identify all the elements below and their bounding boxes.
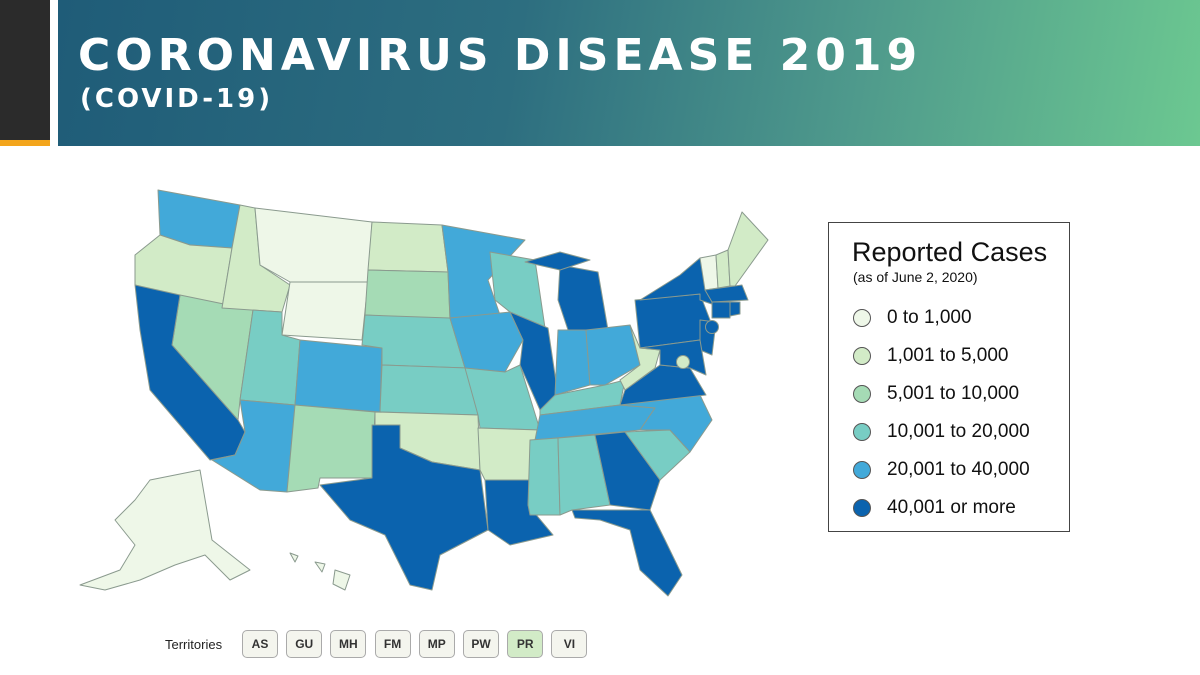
legend-swatch <box>853 309 871 327</box>
legend-swatch <box>853 423 871 441</box>
legend-label: 1,001 to 5,000 <box>887 345 1009 366</box>
state <box>449 311 524 373</box>
legend-swatch <box>853 499 871 517</box>
state <box>711 301 731 319</box>
legend-item: 40,001 or more <box>853 496 1016 520</box>
state <box>289 552 299 563</box>
state <box>294 339 383 413</box>
legend-item: 10,001 to 20,000 <box>853 420 1030 444</box>
state <box>727 211 769 287</box>
state <box>571 509 683 597</box>
header-band <box>58 0 1200 146</box>
legend-label: 20,001 to 40,000 <box>887 459 1030 480</box>
territory-button[interactable]: GU <box>286 630 323 658</box>
legend-swatch <box>853 461 871 479</box>
state <box>585 324 641 386</box>
state <box>527 437 561 516</box>
header-block <box>0 0 50 140</box>
legend-label: 10,001 to 20,000 <box>887 421 1030 442</box>
state <box>281 281 369 341</box>
legend-subtitle: (as of June 2, 2020) <box>853 269 978 285</box>
legend-label: 0 to 1,000 <box>887 307 972 328</box>
legend-item: 20,001 to 40,000 <box>853 458 1030 482</box>
territory-button[interactable]: MP <box>418 630 455 658</box>
state <box>314 561 326 573</box>
state <box>254 207 373 283</box>
state <box>367 221 449 273</box>
city-marker <box>676 355 690 369</box>
state <box>319 424 489 591</box>
header-accent <box>0 140 50 146</box>
state <box>364 269 451 321</box>
legend-item: 5,001 to 10,000 <box>853 382 1019 406</box>
legend-label: 5,001 to 10,000 <box>887 383 1020 404</box>
territory-button[interactable]: VI <box>551 630 588 658</box>
legend-label: 40,001 or more <box>887 497 1016 518</box>
legend-item: 0 to 1,000 <box>853 306 972 330</box>
slide-subtitle: (COVID-19) <box>80 84 274 114</box>
territory-button[interactable]: PW <box>463 630 499 658</box>
legend-item: 1,001 to 5,000 <box>853 344 1009 368</box>
state <box>557 434 611 516</box>
state <box>79 469 251 591</box>
state <box>619 394 713 453</box>
legend-swatch <box>853 347 871 365</box>
state <box>557 264 609 331</box>
state <box>554 329 591 396</box>
state <box>729 301 741 317</box>
state <box>594 431 661 511</box>
state <box>704 284 749 303</box>
state <box>639 339 707 376</box>
us-map <box>79 189 769 597</box>
legend-title: Reported Cases <box>852 237 1048 267</box>
territory-button[interactable]: PR <box>507 630 544 658</box>
city-marker <box>705 320 719 334</box>
legend-swatch <box>853 385 871 403</box>
state <box>332 569 351 591</box>
territories-label: Territories <box>165 637 223 652</box>
territory-button[interactable]: AS <box>242 630 278 658</box>
territory-button[interactable]: FM <box>374 630 411 658</box>
state <box>379 364 479 416</box>
slide-title: CORONAVIRUS DISEASE 2019 <box>78 30 923 81</box>
state <box>524 251 591 271</box>
legend: Reported Cases (as of June 2, 2020) 0 to… <box>828 222 1070 532</box>
territory-button[interactable]: MH <box>330 630 367 658</box>
